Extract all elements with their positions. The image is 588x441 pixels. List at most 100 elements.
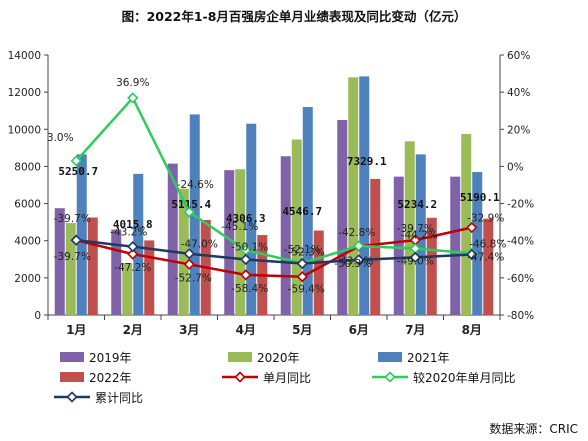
line-value-label-累计同比: -39.7% xyxy=(54,213,91,225)
x-tick-label: 4月 xyxy=(236,323,256,337)
legend-label: 2022年 xyxy=(89,371,132,385)
bar-value-label-2022: 5250.7 xyxy=(58,165,98,178)
y-right-tick-label: 40% xyxy=(507,87,530,99)
bar-value-label-2022: 7329.1 xyxy=(347,155,387,168)
legend-swatch-2022年 xyxy=(60,372,84,382)
bar-value-label-2022: 5190.1 xyxy=(460,191,500,204)
y-right-tick-label: 20% xyxy=(507,124,530,136)
bar-value-label-2022: 4546.7 xyxy=(282,205,322,218)
legend-label: 单月同比 xyxy=(263,371,311,385)
line-value-label-较2020年单月同比: -45.1% xyxy=(221,221,258,233)
bar-2019年 xyxy=(167,163,178,315)
bar-value-label-2022: 5234.2 xyxy=(397,198,437,211)
line-value-label-较2020年单月同比: -42.8% xyxy=(338,227,375,239)
bar-2021年 xyxy=(76,154,87,315)
bar-2019年 xyxy=(393,176,404,315)
line-point-单月同比 xyxy=(240,269,252,281)
line-value-label-较2020年单月同比: -44.2% xyxy=(401,230,438,242)
line-point-累计同比 xyxy=(296,257,308,270)
line-value-label-单月同比: -59.4% xyxy=(288,284,325,296)
y-left-tick-label: 12000 xyxy=(8,87,41,99)
legend-label: 较2020年单月同比 xyxy=(413,370,516,385)
line-point-累计同比 xyxy=(70,234,82,246)
y-right-tick-label: 0% xyxy=(507,161,524,173)
y-left-tick-label: 0 xyxy=(34,310,41,322)
line-point-单月同比 xyxy=(127,248,139,260)
y-right-tick-label: -20% xyxy=(507,199,534,211)
line-point-累计同比 xyxy=(127,241,139,253)
line-point-较2020年单月同比 xyxy=(353,240,365,252)
legend-swatch-2020年 xyxy=(228,352,252,362)
line-累计同比 xyxy=(76,238,472,265)
legend-swatch-2021年 xyxy=(378,352,402,362)
line-point-单月同比 xyxy=(466,221,478,234)
line-单月同比 xyxy=(75,226,473,279)
bar-2019年 xyxy=(224,170,235,315)
bar-2022年 xyxy=(313,230,324,315)
y-left-tick-label: 4000 xyxy=(14,236,41,248)
bar-2019年 xyxy=(450,176,461,315)
line-value-label-较2020年单月同比: -24.6% xyxy=(177,179,214,191)
bar-2020年 xyxy=(404,141,415,315)
bar-value-label-2022: 5115.4 xyxy=(171,198,211,211)
x-tick-label: 7月 xyxy=(405,323,425,337)
legend-marker-单月同比 xyxy=(234,371,246,383)
line-value-label-较2020年单月同比: 3.0% xyxy=(47,132,74,144)
bar-2022年 xyxy=(87,217,98,315)
x-tick-label: 6月 xyxy=(349,323,369,337)
line-value-label-累计同比: -50.1% xyxy=(231,241,268,253)
line-value-label-单月同比: -32.9% xyxy=(467,213,504,225)
bar-2021年 xyxy=(359,76,370,315)
legend-marker-较2020年单月同比 xyxy=(384,371,396,383)
bar-2021年 xyxy=(472,172,483,315)
x-tick-label: 1月 xyxy=(66,323,86,337)
line-较2020年单月同比 xyxy=(75,95,472,265)
line-value-label-累计同比: -47.4% xyxy=(467,251,504,263)
bar-2020年 xyxy=(122,263,133,315)
legend-label: 2020年 xyxy=(257,351,300,365)
line-value-label-累计同比: -49.0% xyxy=(397,255,434,267)
chart-title: 图：2022年1-8月百强房企单月业绩表现及同比变动（亿元） xyxy=(122,9,467,24)
line-value-label-单月同比: -39.7% xyxy=(397,223,434,235)
line-value-label-累计同比: -52.3% xyxy=(288,247,325,259)
x-tick-label: 2月 xyxy=(123,323,143,337)
line-point-累计同比 xyxy=(466,248,478,261)
y-right-tick-label: -40% xyxy=(507,236,534,248)
line-value-label-单月同比: -47.2% xyxy=(114,262,151,274)
bar-2021年 xyxy=(415,154,426,315)
legend-label: 累计同比 xyxy=(95,391,143,405)
line-value-label-累计同比: -47.0% xyxy=(181,239,218,251)
x-tick-label: 8月 xyxy=(462,323,482,337)
bar-value-label-2022: 4306.3 xyxy=(226,212,266,225)
line-point-累计同比 xyxy=(240,253,252,266)
axes: 0 2000 4000 6000 8000 10000 12000 14000 -80% -60%… xyxy=(8,50,535,337)
bar-2022年 xyxy=(426,217,437,315)
bar-2022年 xyxy=(483,218,494,315)
y-left-tick-label: 14000 xyxy=(8,50,41,62)
bar-2021年 xyxy=(133,173,144,315)
bar-2019年 xyxy=(54,208,65,315)
x-tick-label: 5月 xyxy=(292,323,312,337)
line-value-label-累计同比: -50.3% xyxy=(334,258,371,270)
legend-swatch-2019年 xyxy=(60,352,84,362)
bar-2020年 xyxy=(65,223,76,315)
bar-2020年 xyxy=(348,77,359,316)
line-point-单月同比 xyxy=(296,271,308,283)
line-value-label-单月同比: -39.7% xyxy=(54,251,91,263)
line-value-label-较2020年单月同比: -52.1% xyxy=(284,244,321,256)
bar-2022年 xyxy=(144,240,155,315)
line-point-较2020年单月同比 xyxy=(70,155,82,167)
legend-marker-累计同比 xyxy=(66,391,78,403)
y-right-tick-label: -80% xyxy=(507,310,534,322)
y-left-tick-label: 8000 xyxy=(14,161,41,173)
line-point-单月同比 xyxy=(183,258,195,270)
y-left-tick-label: 2000 xyxy=(14,273,41,285)
bar-2020年 xyxy=(235,169,246,315)
bar-2019年 xyxy=(280,156,291,315)
line-point-累计同比 xyxy=(409,251,421,264)
y-right-tick-label: -60% xyxy=(507,273,534,285)
bar-2020年 xyxy=(291,139,302,315)
line-group: -39.7%-47.2%-52.7%-58.4%-59.4%-43.0%-39.… xyxy=(47,77,506,296)
bar-2019年 xyxy=(337,120,348,315)
